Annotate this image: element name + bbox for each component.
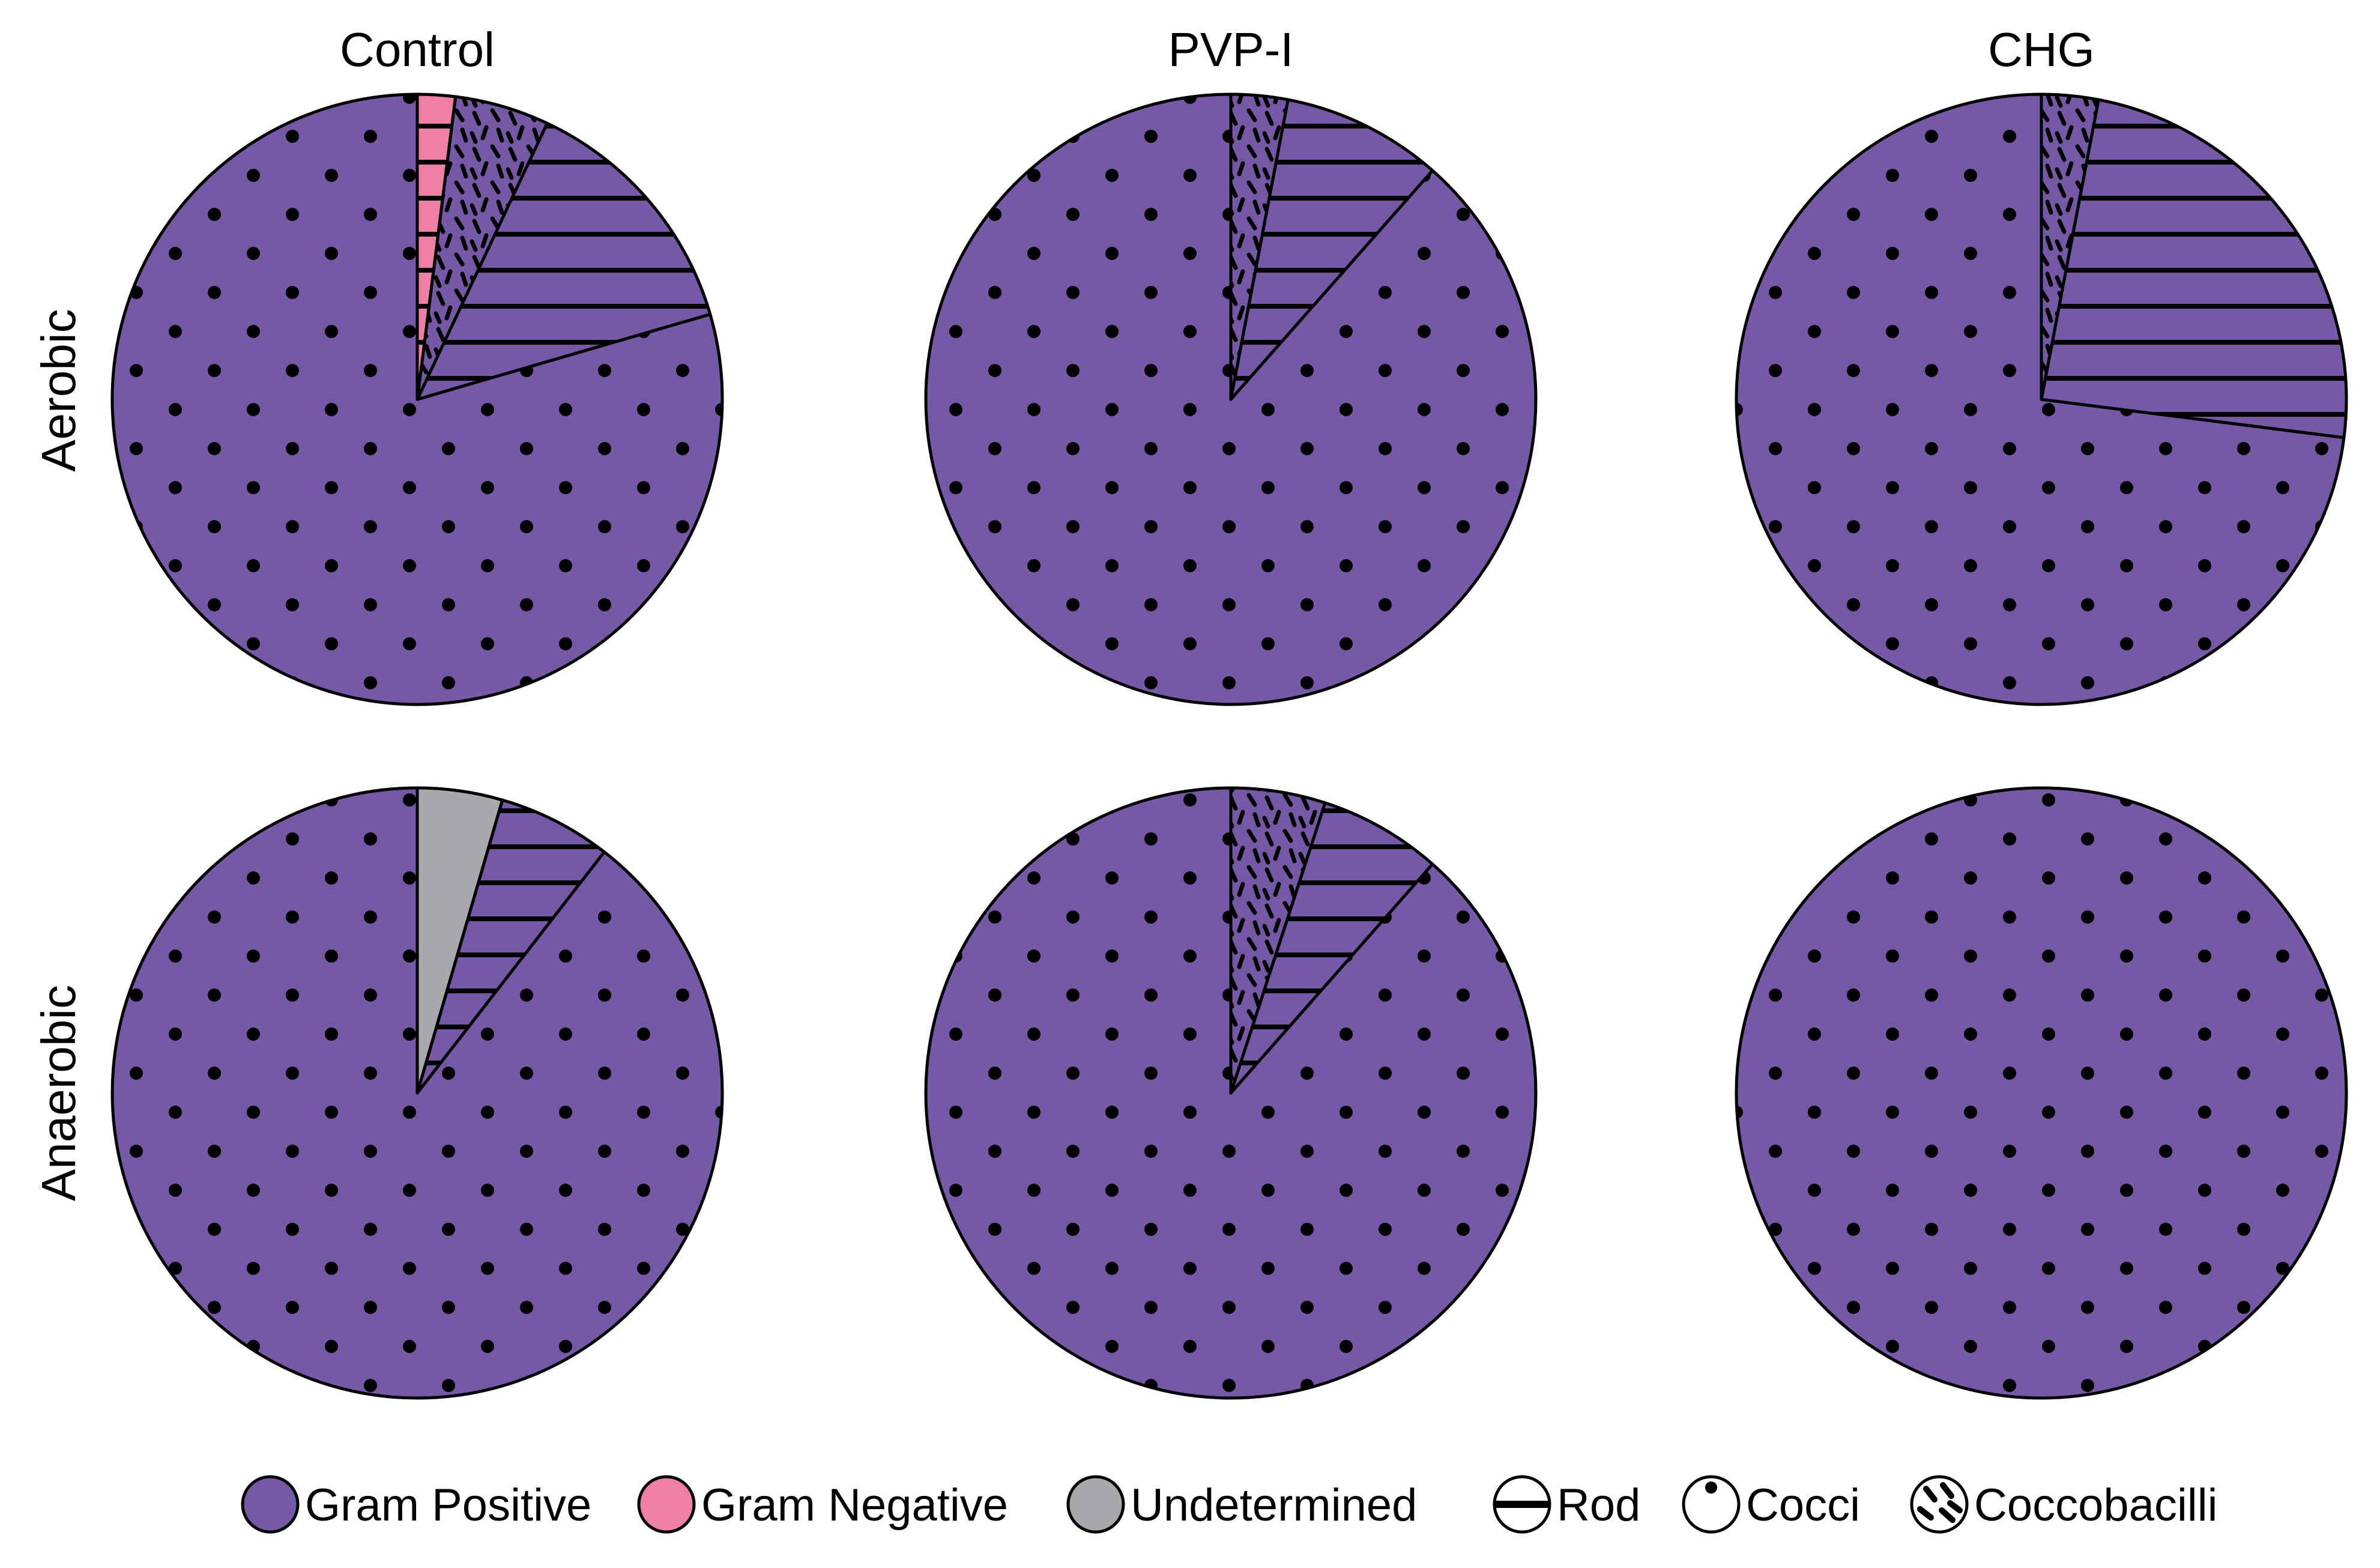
pie-slice-control-anaerobic-undetermined-undetermined bbox=[415, 786, 504, 1095]
legend-item-gram-negative: Gram Negative bbox=[637, 1475, 1008, 1534]
pie-control-anaerobic bbox=[110, 786, 724, 1400]
legend-label: Rod bbox=[1557, 1480, 1640, 1531]
pie-slice-chg-anaerobic-gram-positive-cocci-pattern bbox=[1735, 786, 2348, 1400]
coccobacilli-pattern-icon bbox=[1910, 1475, 1969, 1534]
pie-slice-control-aerobic-gram-negative-rod-pattern bbox=[415, 92, 458, 401]
gram-negative-swatch-icon bbox=[637, 1475, 696, 1534]
legend-label: Coccobacilli bbox=[1974, 1480, 2218, 1531]
gram-positive-swatch-icon bbox=[241, 1475, 300, 1534]
row-label-anaerobic: Anaerobic bbox=[32, 985, 85, 1201]
pie-slice-chg-aerobic-gram-positive-rod-pattern bbox=[2040, 98, 2348, 440]
pie-slice-pvp-i-anaerobic-gram-positive-coccobacilli-pattern bbox=[1229, 786, 1327, 1095]
row-labels: Aerobic Anaerobic bbox=[32, 309, 85, 1201]
legend-label: Gram Positive bbox=[305, 1480, 591, 1531]
pie-chg-anaerobic bbox=[1735, 786, 2348, 1400]
rod-pattern-icon bbox=[1493, 1475, 1551, 1534]
pie-slice-control-aerobic-gram-positive-rod-pattern bbox=[415, 121, 712, 401]
pie-slice-control-aerobic-gram-positive-coccobacilli-pattern bbox=[415, 95, 549, 401]
legend-label: Gram Negative bbox=[701, 1480, 1008, 1531]
column-labels: Control PVP-I CHG bbox=[340, 23, 2095, 76]
pie-control-aerobic bbox=[110, 92, 724, 706]
legend-item-coccobacilli: Coccobacilli bbox=[1910, 1475, 2218, 1534]
legend-label: Cocci bbox=[1746, 1480, 1860, 1531]
pie-grid bbox=[110, 92, 2348, 1400]
legend-label: Undetermined bbox=[1131, 1480, 1417, 1531]
legend-item-undetermined: Undetermined bbox=[1066, 1475, 1417, 1534]
pie-pvp-i-aerobic bbox=[924, 92, 1538, 706]
row-label-aerobic: Aerobic bbox=[32, 309, 85, 471]
legend-item-cocci: Cocci bbox=[1682, 1475, 1860, 1534]
legend-item-rod: Rod bbox=[1493, 1475, 1640, 1534]
legend-item-gram-positive: Gram Positive bbox=[241, 1475, 591, 1534]
pie-slice-chg-aerobic-gram-positive-coccobacilli-pattern bbox=[2040, 92, 2100, 401]
pie-slice-pvp-i-anaerobic-gram-positive-rod-pattern bbox=[1229, 801, 1434, 1095]
column-label-chg: CHG bbox=[1988, 23, 2095, 76]
legend: Gram Positive Gram Negative Undetermined Ro… bbox=[241, 1475, 2218, 1534]
pie-slice-pvp-i-aerobic-gram-positive-coccobacilli-pattern bbox=[1229, 92, 1290, 401]
pie-slice-pvp-i-aerobic-gram-positive-rod-pattern bbox=[1229, 98, 1434, 401]
column-label-pvp-i: PVP-I bbox=[1168, 23, 1294, 76]
cocci-pattern-icon bbox=[1682, 1475, 1741, 1534]
pie-pvp-i-anaerobic bbox=[924, 786, 1538, 1400]
pie-chg-aerobic bbox=[1735, 92, 2348, 706]
column-label-control: Control bbox=[340, 23, 495, 76]
undetermined-swatch-icon bbox=[1066, 1475, 1125, 1534]
pie-slice-control-anaerobic-gram-positive-rod-pattern bbox=[415, 798, 606, 1095]
